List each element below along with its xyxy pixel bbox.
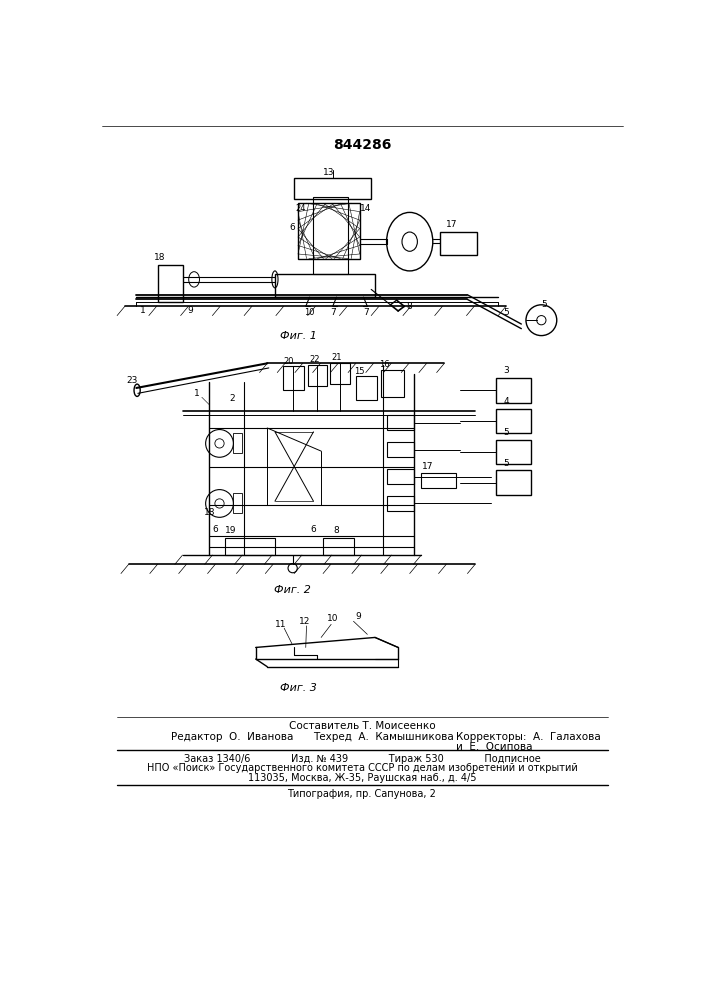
Text: 16: 16 bbox=[379, 360, 390, 369]
Text: 113035, Москва, Ж-35, Раушская наб., д. 4/5: 113035, Москва, Ж-35, Раушская наб., д. … bbox=[247, 773, 477, 783]
Bar bbox=[283, 366, 304, 389]
Bar bbox=[387, 496, 414, 511]
Text: Корректоры:  А.  Галахова: Корректоры: А. Галахова bbox=[456, 732, 601, 742]
Text: Фиг. 1: Фиг. 1 bbox=[279, 331, 317, 341]
Bar bbox=[496, 440, 530, 464]
Bar bbox=[356, 376, 378, 400]
Text: 7: 7 bbox=[363, 308, 368, 317]
Text: 18: 18 bbox=[153, 253, 165, 262]
Text: 844286: 844286 bbox=[333, 138, 391, 152]
Text: 5: 5 bbox=[503, 308, 509, 317]
Bar bbox=[308, 365, 327, 386]
Text: 11: 11 bbox=[275, 620, 287, 629]
Text: 4: 4 bbox=[503, 397, 509, 406]
Bar bbox=[387, 469, 414, 484]
Bar bbox=[421, 473, 456, 488]
Bar bbox=[387, 415, 414, 430]
Text: 17: 17 bbox=[446, 220, 458, 229]
Text: 3: 3 bbox=[503, 366, 509, 375]
Text: Фиг. 2: Фиг. 2 bbox=[274, 585, 311, 595]
Text: 15: 15 bbox=[354, 367, 365, 376]
Text: 10: 10 bbox=[327, 614, 339, 623]
Bar bbox=[313, 197, 348, 274]
Text: 9: 9 bbox=[187, 306, 193, 315]
Text: 5: 5 bbox=[503, 428, 509, 437]
Text: 22: 22 bbox=[309, 355, 320, 364]
Bar bbox=[294, 178, 371, 199]
Text: 5: 5 bbox=[542, 300, 547, 309]
Text: 18: 18 bbox=[204, 508, 215, 517]
Bar bbox=[330, 363, 350, 384]
Text: Фиг. 3: Фиг. 3 bbox=[279, 683, 317, 693]
Text: 14: 14 bbox=[360, 204, 371, 213]
Bar bbox=[233, 493, 242, 513]
Text: 6: 6 bbox=[290, 223, 296, 232]
Bar bbox=[233, 433, 242, 453]
Bar bbox=[381, 370, 404, 397]
Text: 7: 7 bbox=[331, 308, 337, 317]
Text: Редактор  О.  Иванова: Редактор О. Иванова bbox=[171, 732, 293, 742]
Text: 13: 13 bbox=[323, 168, 334, 177]
Bar bbox=[158, 265, 182, 302]
Bar bbox=[324, 538, 354, 555]
Text: 23: 23 bbox=[127, 376, 138, 385]
Text: 5: 5 bbox=[503, 459, 509, 468]
Bar bbox=[225, 538, 275, 555]
Text: 6: 6 bbox=[212, 525, 218, 534]
Bar bbox=[496, 378, 530, 403]
Text: НПО «Поиск» Государственного комитета СССР по делам изобретений и открытий: НПО «Поиск» Государственного комитета СС… bbox=[146, 763, 578, 773]
Text: 20: 20 bbox=[284, 357, 294, 366]
Text: 1: 1 bbox=[194, 389, 199, 398]
Text: и  Е.  Осипова: и Е. Осипова bbox=[456, 742, 532, 752]
Text: 19: 19 bbox=[226, 526, 237, 535]
Bar bbox=[440, 232, 477, 255]
Bar bbox=[387, 442, 414, 457]
Bar bbox=[496, 470, 530, 495]
Text: Составитель Т. Моисеенко: Составитель Т. Моисеенко bbox=[288, 721, 436, 731]
Text: 24: 24 bbox=[295, 204, 305, 213]
Bar bbox=[298, 203, 360, 259]
Text: 21: 21 bbox=[332, 353, 341, 362]
Text: 12: 12 bbox=[298, 617, 310, 626]
Bar bbox=[496, 409, 530, 433]
Text: 8: 8 bbox=[407, 302, 413, 311]
Text: 1: 1 bbox=[139, 306, 146, 315]
Text: 8: 8 bbox=[334, 526, 339, 535]
Text: 6: 6 bbox=[310, 525, 316, 534]
Text: 10: 10 bbox=[304, 308, 315, 317]
Text: Типография, пр. Сапунова, 2: Типография, пр. Сапунова, 2 bbox=[288, 789, 436, 799]
Text: 9: 9 bbox=[355, 612, 361, 621]
Text: 17: 17 bbox=[421, 462, 433, 471]
Text: Заказ 1340/6             Изд. № 439             Тираж 530             Подписное: Заказ 1340/6 Изд. № 439 Тираж 530 Подпис… bbox=[184, 754, 540, 764]
Text: Техред  А.  Камышникова: Техред А. Камышникова bbox=[313, 732, 454, 742]
Bar bbox=[275, 274, 375, 297]
Text: 2: 2 bbox=[230, 394, 235, 403]
